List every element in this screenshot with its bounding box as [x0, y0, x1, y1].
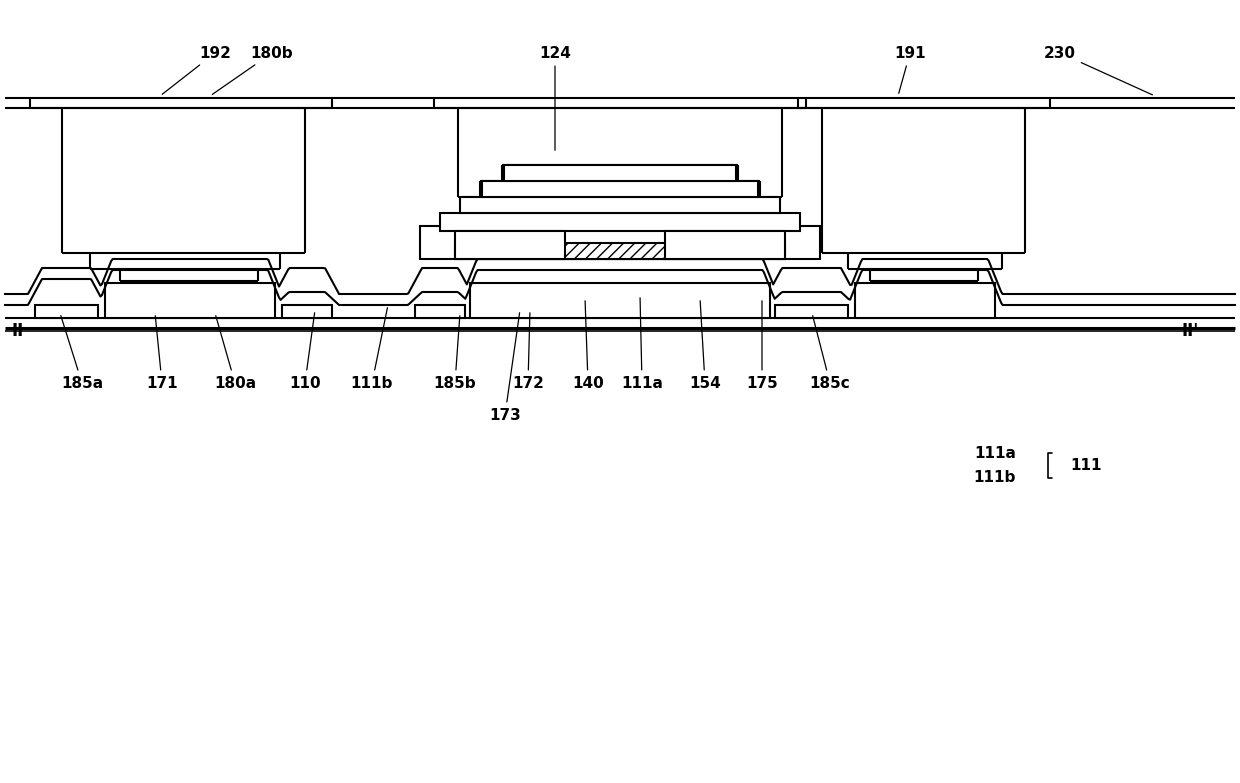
Text: 111: 111 [1070, 459, 1101, 474]
Text: 111b: 111b [973, 471, 1017, 485]
Polygon shape [665, 231, 785, 259]
Text: 154: 154 [689, 301, 720, 391]
Polygon shape [35, 305, 98, 318]
Text: 172: 172 [512, 312, 544, 391]
Text: 124: 124 [539, 45, 570, 150]
Polygon shape [105, 283, 275, 318]
Text: 111b: 111b [351, 308, 393, 391]
Polygon shape [440, 213, 800, 231]
Polygon shape [775, 305, 848, 318]
Polygon shape [415, 305, 465, 318]
Polygon shape [470, 283, 770, 318]
Text: 140: 140 [572, 301, 604, 391]
Text: 111a: 111a [975, 446, 1016, 460]
Polygon shape [281, 305, 332, 318]
Text: 185a: 185a [61, 316, 103, 391]
Text: 173: 173 [489, 312, 521, 423]
Text: 171: 171 [146, 316, 177, 391]
Polygon shape [482, 181, 758, 197]
Text: 111a: 111a [621, 298, 663, 391]
Text: 185c: 185c [810, 316, 851, 391]
Polygon shape [455, 243, 785, 259]
Text: 185b: 185b [434, 316, 476, 391]
Text: 191: 191 [894, 45, 926, 93]
Text: 175: 175 [746, 301, 777, 391]
Polygon shape [503, 165, 737, 181]
Text: 180a: 180a [215, 316, 257, 391]
Text: 192: 192 [162, 45, 231, 94]
Polygon shape [856, 283, 994, 318]
Text: II': II' [1182, 322, 1199, 340]
Polygon shape [420, 226, 820, 259]
Text: 110: 110 [289, 312, 321, 391]
Polygon shape [460, 197, 780, 213]
Polygon shape [455, 231, 565, 259]
Text: 180b: 180b [212, 45, 294, 95]
Text: 230: 230 [1044, 45, 1152, 95]
Text: II: II [12, 322, 24, 340]
